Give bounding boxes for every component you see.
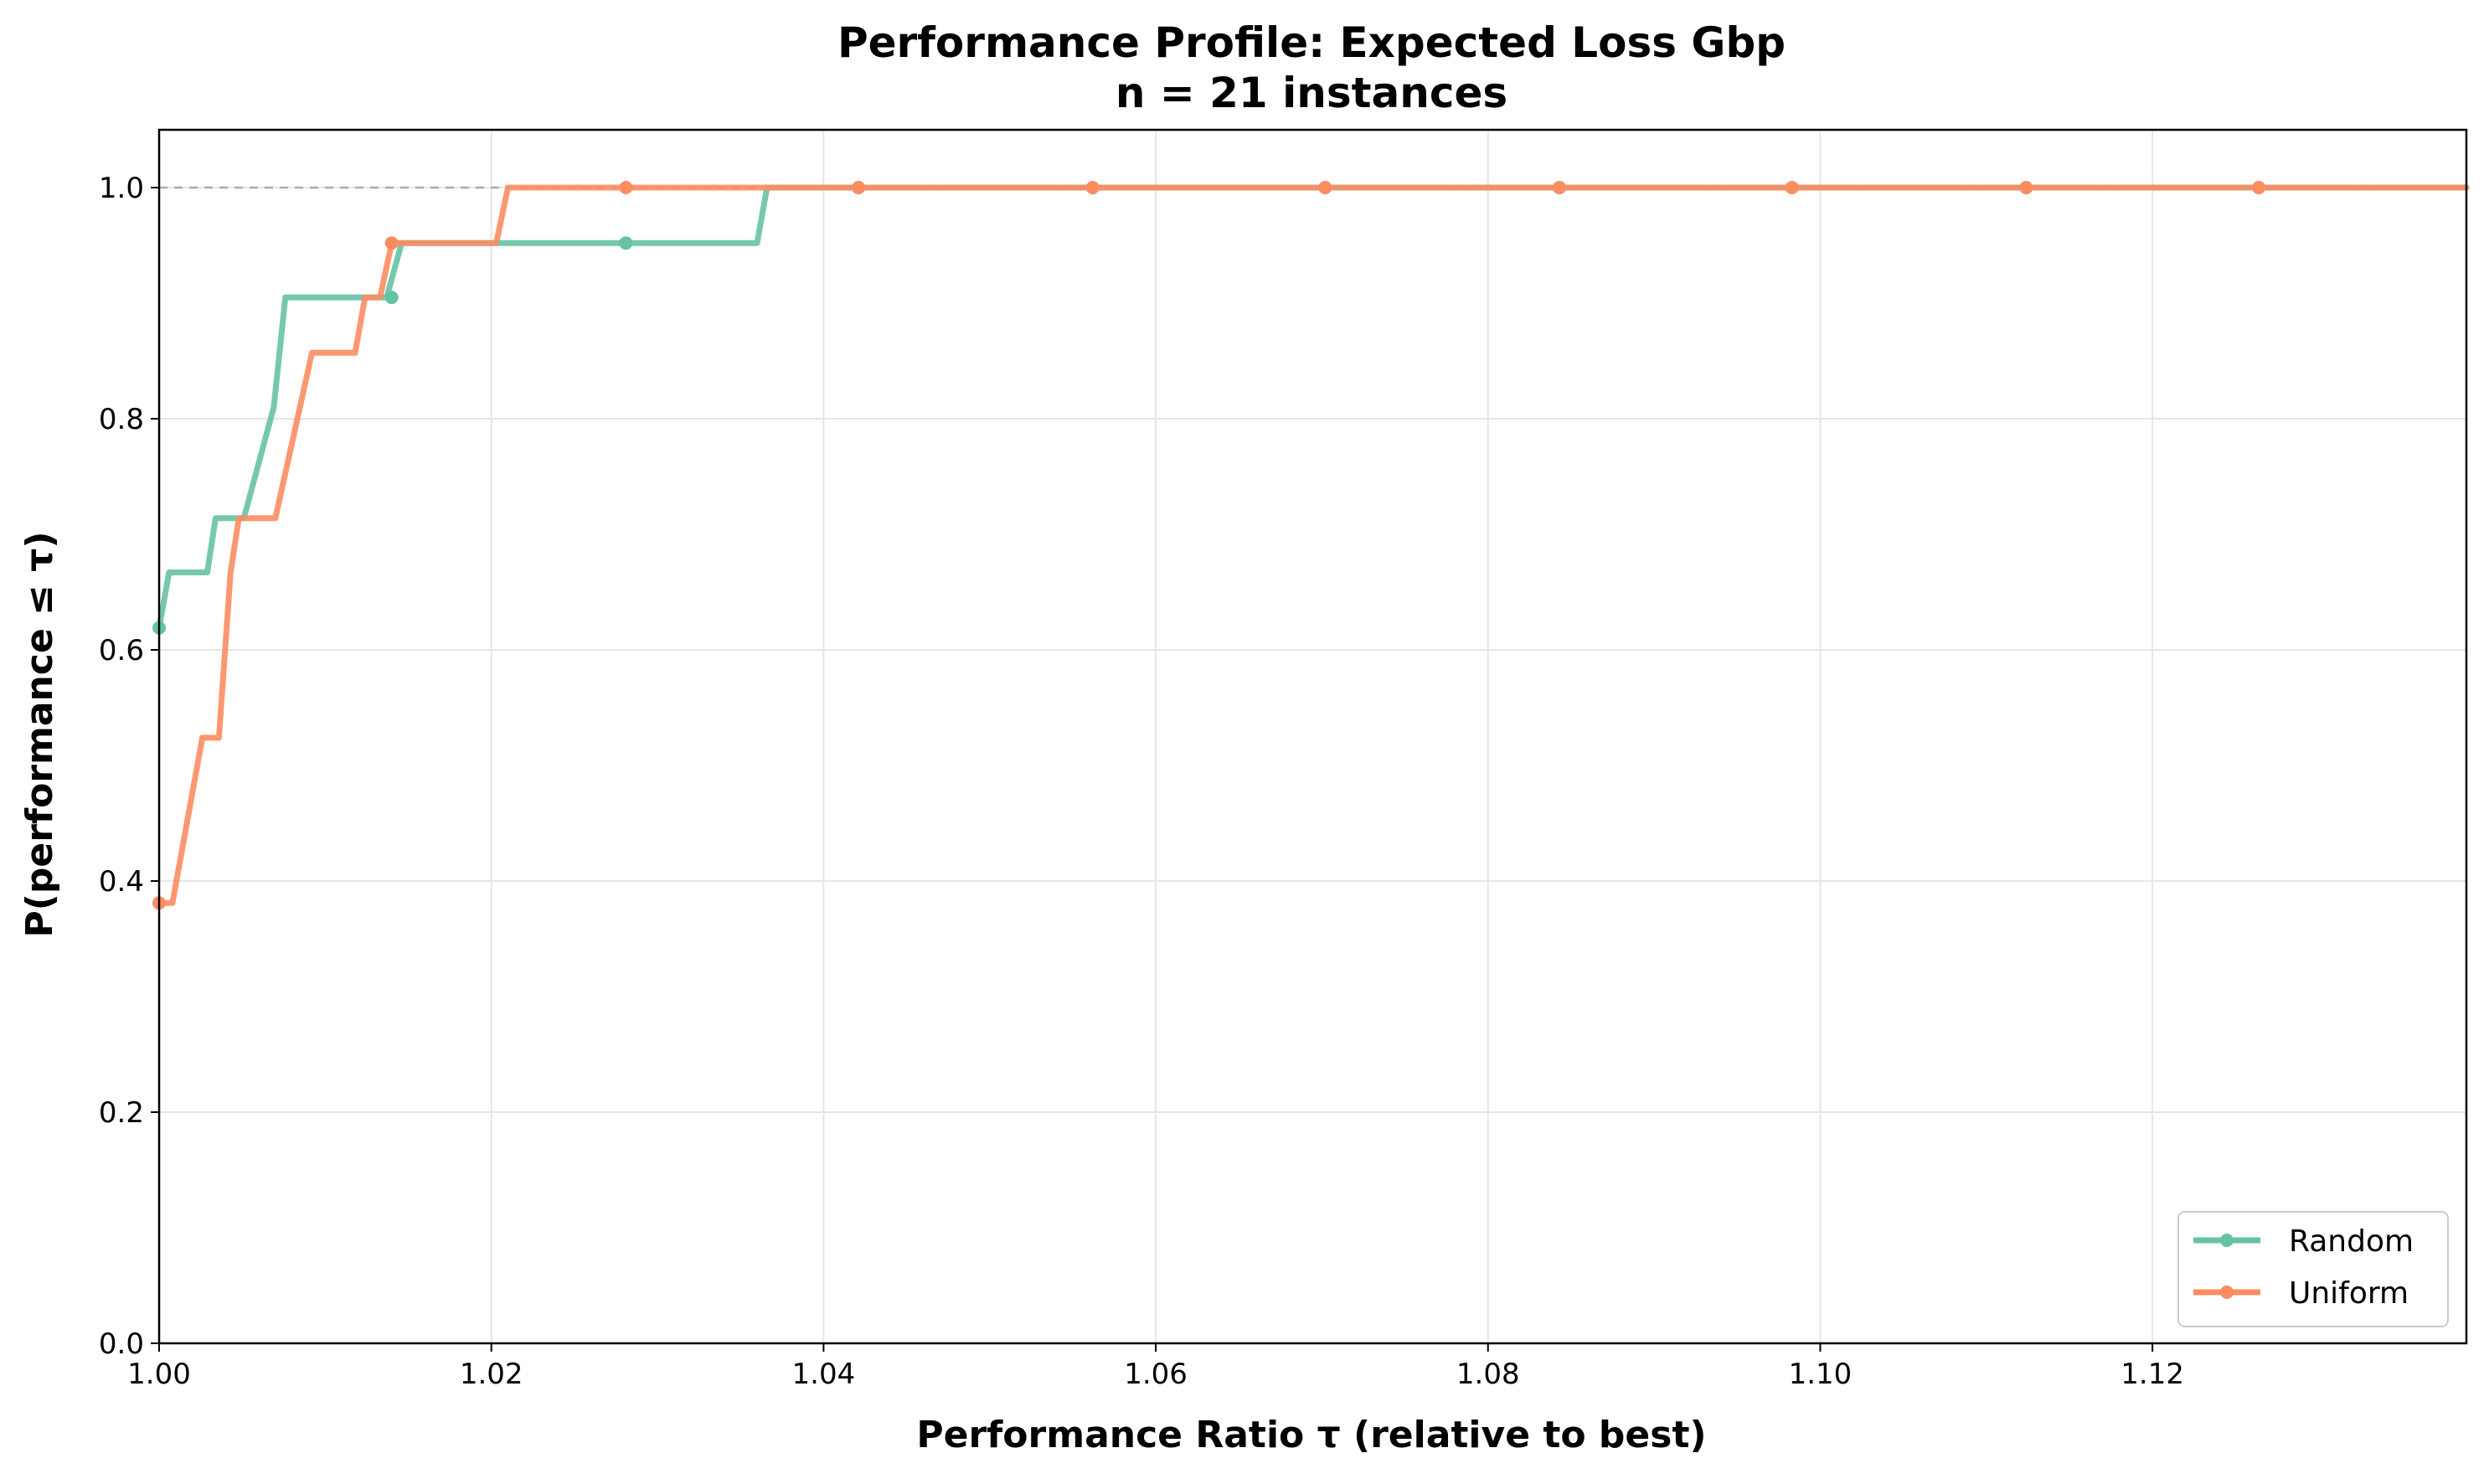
series-point-uniform: [1785, 181, 1799, 194]
y-tick-label: 0.6: [99, 634, 144, 667]
legend-marker-random: [2220, 1234, 2234, 1247]
series-layer: [152, 181, 2470, 910]
legend-label-random: Random: [2289, 1224, 2414, 1259]
legend: Random Uniform: [2177, 1211, 2449, 1327]
series-point-random: [384, 291, 399, 305]
x-tick-label: 1.00: [127, 1358, 191, 1391]
y-tick-label: 0.0: [99, 1327, 144, 1361]
series-line-random: [156, 184, 2470, 631]
series-point-uniform: [1318, 181, 1332, 194]
x-axis-title: Performance Ratio τ (relative to best): [916, 1414, 1706, 1456]
legend-marker-uniform: [2220, 1286, 2234, 1299]
plot-frame: [157, 128, 2468, 1345]
x-tick-label: 1.06: [1124, 1358, 1188, 1391]
y-tick-label: 0.2: [99, 1096, 144, 1130]
series-line-uniform: [156, 184, 2470, 906]
series-point-uniform: [1085, 181, 1100, 194]
x-tick-label: 1.04: [792, 1358, 856, 1391]
series-point-uniform: [852, 181, 866, 194]
x-tick-label: 1.10: [1789, 1358, 1853, 1391]
series-uniform: [152, 181, 2470, 910]
series-point-uniform: [2019, 181, 2033, 194]
legend-label-uniform: Uniform: [2289, 1276, 2409, 1311]
y-tick-label: 0.4: [99, 865, 144, 899]
tick-layer: 1.00 1.02 1.04 1.06 1.08 1.10 1.12 0.0 0.2 0.4 0.6…: [99, 172, 2184, 1391]
series-point-uniform: [384, 236, 399, 250]
x-tick-label: 1.08: [1456, 1358, 1520, 1391]
chart-subtitle: n = 21 instances: [1116, 69, 1507, 117]
y-axis-title: P(performance ≤ τ): [18, 532, 61, 938]
series-point-uniform: [1553, 181, 1567, 194]
y-tick-label: 0.8: [99, 403, 144, 436]
series-point-uniform: [2252, 181, 2266, 194]
series-point-random: [619, 236, 633, 250]
x-tick-label: 1.12: [2121, 1358, 2184, 1391]
series-point-uniform: [619, 181, 633, 194]
x-tick-label: 1.02: [460, 1358, 523, 1391]
chart-title: Performance Profile: Expected Loss Gbp: [837, 18, 1786, 67]
y-tick-label: 1.0: [99, 172, 144, 205]
